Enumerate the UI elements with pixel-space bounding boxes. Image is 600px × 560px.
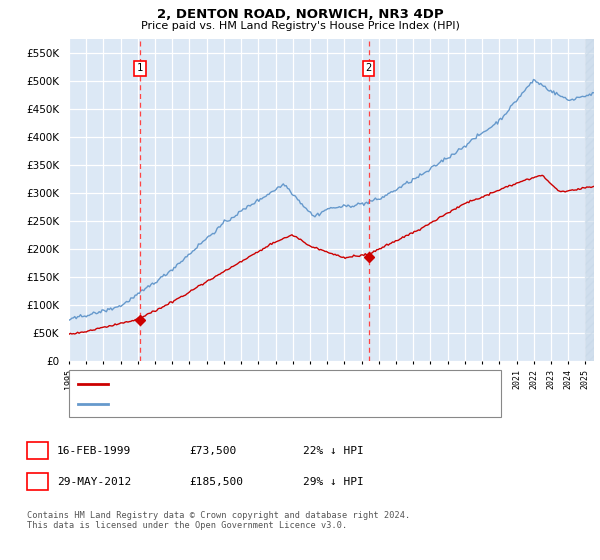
- Text: HPI: Average price, detached house, Norwich: HPI: Average price, detached house, Norw…: [114, 399, 372, 409]
- Text: 29% ↓ HPI: 29% ↓ HPI: [303, 477, 364, 487]
- Text: 2: 2: [34, 477, 41, 487]
- Text: 16-FEB-1999: 16-FEB-1999: [57, 446, 131, 456]
- Text: 2, DENTON ROAD, NORWICH, NR3 4DP: 2, DENTON ROAD, NORWICH, NR3 4DP: [157, 8, 443, 21]
- Text: £185,500: £185,500: [189, 477, 243, 487]
- Text: 1: 1: [34, 446, 41, 456]
- Text: Price paid vs. HM Land Registry's House Price Index (HPI): Price paid vs. HM Land Registry's House …: [140, 21, 460, 31]
- Text: 22% ↓ HPI: 22% ↓ HPI: [303, 446, 364, 456]
- Text: Contains HM Land Registry data © Crown copyright and database right 2024.
This d: Contains HM Land Registry data © Crown c…: [27, 511, 410, 530]
- Text: 2: 2: [365, 63, 371, 73]
- Text: 2, DENTON ROAD, NORWICH, NR3 4DP (detached house): 2, DENTON ROAD, NORWICH, NR3 4DP (detach…: [114, 379, 408, 389]
- Text: 29-MAY-2012: 29-MAY-2012: [57, 477, 131, 487]
- Text: £73,500: £73,500: [189, 446, 236, 456]
- Text: 1: 1: [137, 63, 143, 73]
